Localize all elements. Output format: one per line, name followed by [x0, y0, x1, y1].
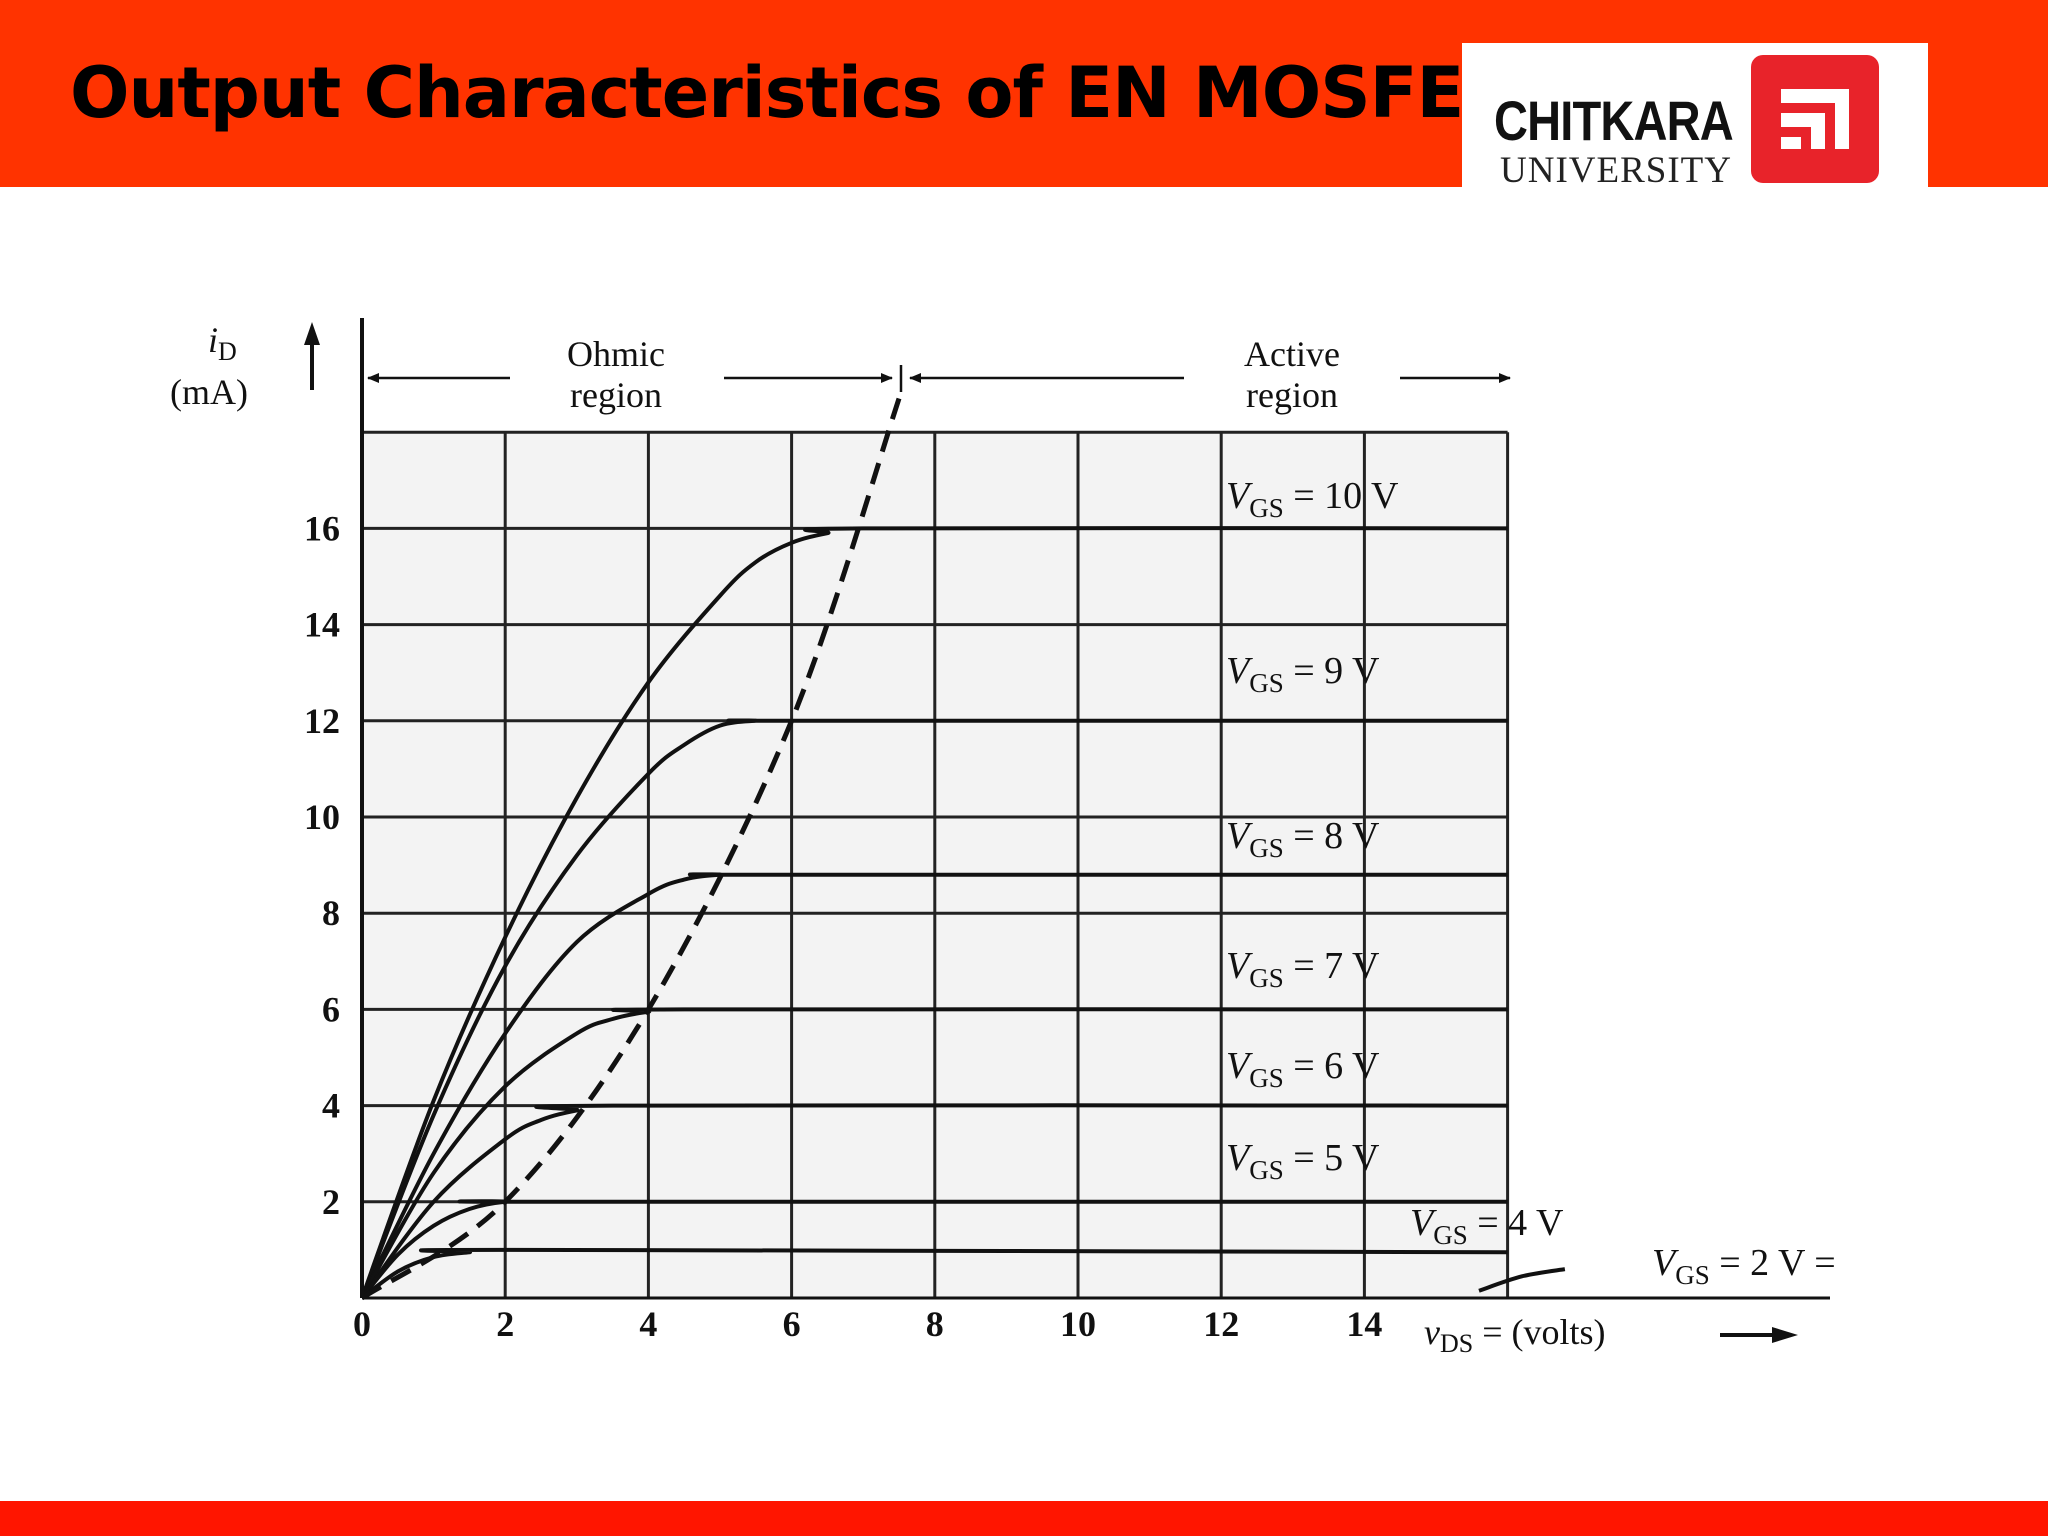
y-tick-label: 6: [322, 989, 340, 1029]
x-axis-rest: = (volts): [1473, 1312, 1605, 1352]
x-tick-label: 0: [353, 1304, 371, 1344]
curve-label: VGS = 4 V: [1410, 1202, 1564, 1250]
slide-title: Output Characteristics of EN MOSFET: [70, 52, 1511, 134]
y-tick-label: 12: [304, 701, 340, 741]
y-axis-arrow-icon: [304, 322, 320, 390]
ohmic-region-label-1: Ohmic: [567, 334, 665, 374]
x-tick-label: 10: [1060, 1304, 1096, 1344]
y-axis-unit: (mA): [170, 372, 248, 412]
x-axis-sub: DS: [1440, 1329, 1473, 1358]
series-line: [360, 1247, 1508, 1300]
curve-label: VGS = 7 V: [1226, 945, 1380, 993]
series-line: [360, 872, 1508, 1299]
y-tick-label: 10: [304, 797, 340, 837]
y-tick-label: 8: [322, 893, 340, 933]
x-axis-var: v: [1424, 1312, 1440, 1352]
curve-label: VGS = 5 V: [1226, 1137, 1380, 1185]
series-line: [360, 526, 1508, 1299]
y-axis-sub: D: [218, 337, 237, 366]
x-tick-label: 8: [926, 1304, 944, 1344]
curve-label: VGS = 8 V: [1226, 815, 1380, 863]
y-tick-label: 16: [304, 508, 340, 548]
x-axis-arrow-icon: [1720, 1327, 1798, 1343]
curve-label: VGS = 10 V: [1226, 475, 1399, 523]
logo-emblem-icon: [1751, 55, 1879, 183]
y-axis-title: iD: [208, 320, 237, 366]
x-tick-label: 4: [639, 1304, 657, 1344]
y-tick-label: 14: [304, 605, 340, 645]
curve-labels: VGS = 10 V VGS = 9 V VGS = 8 V VGS = 7 V VGS…: [1226, 475, 1836, 1290]
curve-label: VGS = 6 V: [1226, 1045, 1380, 1093]
university-logo: CHITKARA UNIVERSITY: [1462, 43, 1928, 206]
series-line: [1478, 1267, 1566, 1293]
curve-label: VGS = 9 V: [1226, 650, 1380, 698]
logo-name: CHITKARA: [1494, 89, 1734, 152]
x-tick-label: 2: [496, 1304, 514, 1344]
y-tick-label: 4: [322, 1086, 340, 1126]
tick-labels: 0 2 4 6 8 10 12 14 2 4 6 8 10 12 14 16: [304, 508, 1382, 1344]
active-region-label-1: Active: [1244, 334, 1340, 374]
series-line: [360, 718, 1508, 1299]
curve-label: VGS = 2 V =: [1652, 1242, 1836, 1290]
curves: [360, 397, 1566, 1301]
y-tick-label: 2: [322, 1182, 340, 1222]
x-tick-label: 14: [1346, 1304, 1382, 1344]
series-line: [360, 1103, 1508, 1300]
y-axis-var: i: [208, 320, 218, 360]
series-line: [360, 1007, 1508, 1299]
footer-bar: [0, 1501, 2048, 1536]
ohmic-region-label-2: region: [570, 375, 662, 415]
series-line: [360, 1199, 1508, 1300]
ohmic-active-boundary: [360, 397, 902, 1301]
active-region-label-2: region: [1246, 375, 1338, 415]
x-tick-label: 6: [783, 1304, 801, 1344]
logo-subtitle: UNIVERSITY: [1500, 150, 1732, 191]
x-tick-label: 12: [1203, 1304, 1239, 1344]
x-axis-title: vDS = (volts): [1424, 1312, 1606, 1358]
